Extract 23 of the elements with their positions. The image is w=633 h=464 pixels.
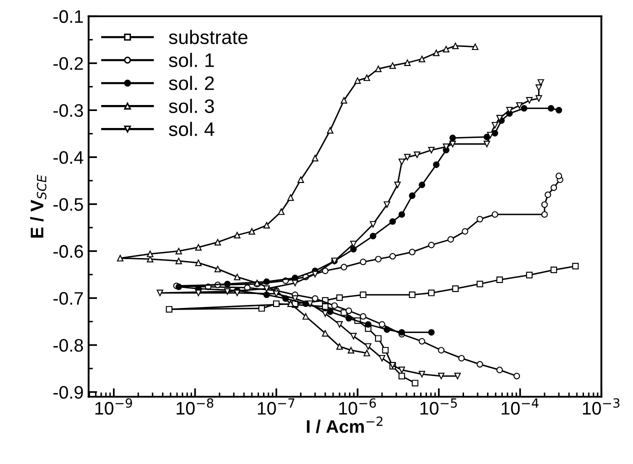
- x-tick-label: 10$^{−3}$: [582, 398, 620, 415]
- x-tick-label: 10$^{−5}$: [420, 398, 457, 415]
- x-tick-label: 10$^{−6}$: [339, 398, 376, 415]
- y-tick-label: -0.1: [53, 10, 83, 23]
- y-tick-label: -0.6: [53, 245, 83, 258]
- legend-label: sol. 1: [168, 52, 214, 68]
- y-tick-label: -0.8: [53, 338, 83, 352]
- y-tick-label: -0.5: [53, 198, 84, 211]
- y-tick-label: -0.2: [53, 57, 83, 70]
- x-tick-label: 10$^{−8}$: [176, 398, 214, 415]
- y-tick-label: -0.7: [53, 292, 83, 305]
- y-tick-label: -0.9: [53, 386, 83, 399]
- legend-label: sol. 3: [168, 98, 214, 114]
- x-tick-label: 10$^{−9}$: [95, 398, 132, 415]
- x-tick-label: 10$^{−4}$: [502, 398, 538, 415]
- x-tick-label: 10$^{−7}$: [258, 398, 294, 415]
- y-axis-title: E / V$_{SCE}$: [30, 174, 46, 238]
- y-tick-label: -0.3: [53, 104, 83, 117]
- y-tick-label: -0.4: [53, 151, 84, 164]
- legend-label: sol. 4: [168, 122, 214, 136]
- legend-label: substrate: [168, 30, 248, 44]
- x-axis-title: I / Acm$^{−2}$: [306, 416, 382, 434]
- legend-label: sol. 2: [168, 76, 214, 90]
